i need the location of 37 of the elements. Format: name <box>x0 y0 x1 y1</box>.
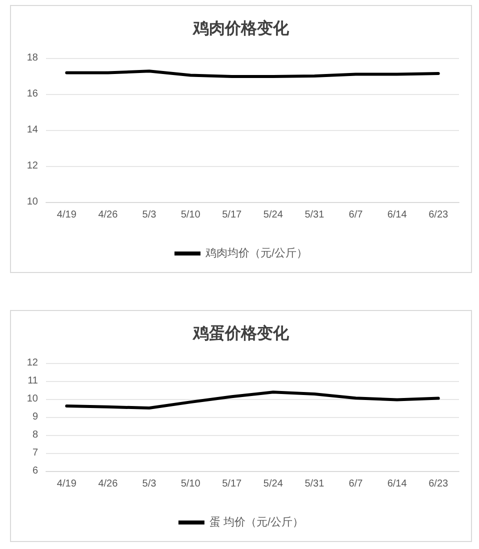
x-tick-label: 6/14 <box>387 478 408 490</box>
x-tick-label: 5/31 <box>304 210 325 220</box>
x-tick-label: 5/17 <box>222 478 242 490</box>
x-tick-label: 4/26 <box>98 478 118 490</box>
x-tick-label: 4/26 <box>98 210 118 220</box>
y-tick-label: 18 <box>26 52 38 64</box>
x-tick-label: 5/3 <box>142 210 157 220</box>
x-tick-label: 6/7 <box>348 210 364 220</box>
x-tick-label: 5/10 <box>180 210 201 220</box>
legend-label: 蛋 均价（元/公斤） <box>209 516 304 528</box>
y-tick-label: 16 <box>26 88 38 100</box>
chart-title: 鸡肉价格变化 <box>192 20 290 38</box>
x-tick-label: 4/19 <box>56 210 77 220</box>
x-tick-label: 6/7 <box>348 478 364 490</box>
line-series <box>65 390 440 410</box>
y-tick-label: 14 <box>26 124 38 136</box>
x-tick-label: 5/3 <box>142 478 157 490</box>
y-tick-label: 12 <box>26 358 38 368</box>
x-tick-label: 5/24 <box>263 210 284 220</box>
y-tick-label: 9 <box>32 412 38 422</box>
x-tick-label: 5/24 <box>263 478 284 490</box>
y-tick-label: 11 <box>28 376 38 386</box>
x-tick-label: 6/23 <box>428 210 449 220</box>
x-tick-label: 6/23 <box>428 478 449 490</box>
chart-title: 鸡蛋价格变化 <box>192 324 290 342</box>
legend-label: 鸡肉均价（元/公斤） <box>204 246 308 260</box>
y-tick-label: 12 <box>26 160 38 172</box>
x-tick-label: 6/14 <box>387 210 408 220</box>
x-tick-label: 5/17 <box>222 210 242 220</box>
y-tick-label: 7 <box>32 448 38 458</box>
y-tick-label: 10 <box>26 394 38 404</box>
y-tick-label: 6 <box>32 466 38 476</box>
x-tick-label: 5/31 <box>304 478 325 490</box>
x-tick-label: 4/19 <box>56 478 77 490</box>
x-tick-label: 5/10 <box>180 478 201 490</box>
y-tick-label: 10 <box>26 196 38 208</box>
y-tick-label: 8 <box>32 430 38 440</box>
